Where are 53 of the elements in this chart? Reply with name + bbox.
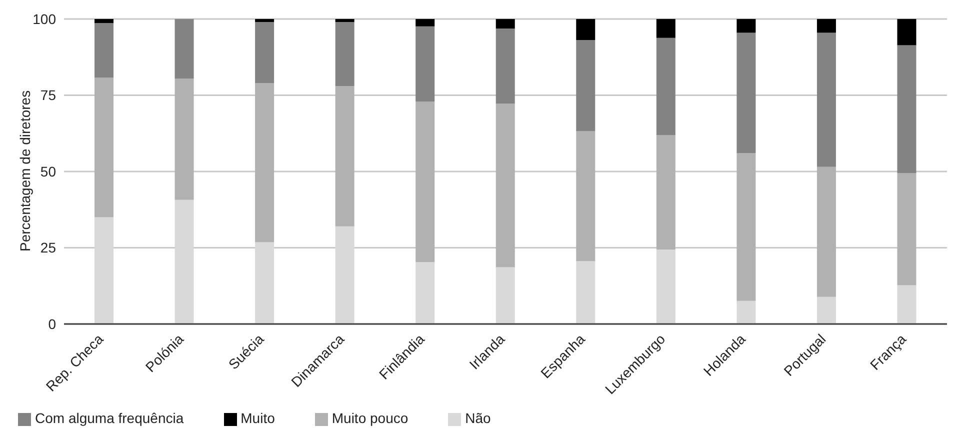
bar: [94, 19, 114, 23]
bar: [656, 38, 676, 136]
bar: [416, 262, 435, 324]
bar: [335, 86, 354, 226]
bar: [335, 22, 354, 86]
y-tick-label: 25: [40, 240, 56, 256]
legend-label: Muito: [240, 410, 275, 426]
bar: [816, 296, 836, 324]
y-tick-label: 0: [48, 316, 56, 332]
bar: [416, 102, 435, 262]
bar: [94, 22, 114, 78]
bar: [416, 19, 435, 26]
y-tick-label: 75: [40, 87, 56, 104]
bar: [736, 153, 756, 301]
bar: [656, 250, 676, 324]
bar: [816, 166, 836, 297]
bar: [897, 45, 916, 174]
bar: [174, 200, 194, 324]
bar: [335, 226, 354, 324]
bar: [736, 300, 756, 324]
bar: [416, 26, 435, 102]
bar: [255, 242, 274, 324]
bar: [496, 104, 515, 268]
legend-label: Com alguma frequência: [35, 410, 184, 426]
bar: [656, 135, 676, 250]
bar: [174, 19, 194, 79]
bar: [897, 19, 916, 46]
y-tick-label: 100: [32, 10, 56, 27]
bar: [255, 22, 274, 84]
bar: [816, 19, 836, 33]
bar: [496, 267, 515, 324]
y-axis-title: Percentagem de diretores: [16, 90, 33, 252]
bar: [255, 19, 274, 22]
bar: [335, 19, 354, 22]
bar: [576, 40, 596, 132]
bar: [897, 173, 916, 286]
bar: [816, 32, 836, 167]
bar: [496, 19, 515, 28]
y-tick-label: 50: [40, 163, 56, 180]
bar: [656, 19, 676, 38]
bar: [736, 19, 756, 33]
bar: [94, 217, 114, 324]
bar: [174, 78, 194, 200]
bar: [576, 131, 596, 262]
legend-label: Muito pouco: [332, 410, 408, 426]
bar: [897, 285, 916, 324]
bar: [255, 83, 274, 242]
bar: [496, 28, 515, 104]
bar: [576, 19, 596, 40]
bar: [736, 32, 756, 154]
legend-label: Não: [465, 410, 491, 426]
bar: [576, 261, 596, 324]
bar: [94, 78, 114, 218]
